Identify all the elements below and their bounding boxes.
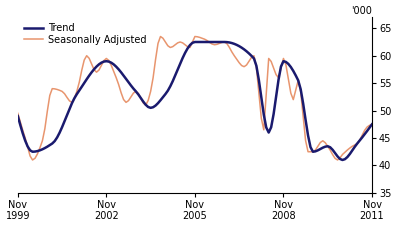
Text: '000: '000: [351, 5, 372, 15]
Legend: Trend, Seasonally Adjusted: Trend, Seasonally Adjusted: [23, 22, 147, 46]
